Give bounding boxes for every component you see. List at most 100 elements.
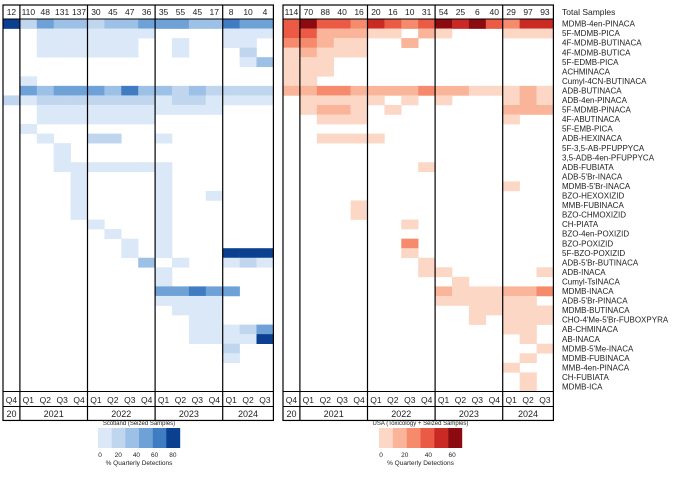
total-samples-value: 55 (176, 7, 186, 17)
heatmap-cell (36, 95, 54, 106)
heatmap-cell (155, 95, 173, 106)
total-samples-value: 131 (55, 7, 69, 17)
heatmap-cell (172, 19, 190, 29)
heatmap-cell (70, 181, 88, 192)
legend-swatch (111, 428, 126, 448)
heatmap-cell (138, 95, 156, 106)
heatmap-cell (502, 28, 520, 39)
quarter-label: Q4 (353, 395, 365, 405)
cells-layer (3, 19, 554, 392)
year-label: 2021 (324, 409, 344, 419)
heatmap-cell (53, 152, 71, 163)
heatmap-cell (299, 28, 318, 39)
total-samples-value: 110 (22, 7, 36, 17)
heatmap-cell (19, 124, 38, 134)
compound-label: 4F-MDMB-BUTICA (562, 48, 631, 57)
heatmap-cell (418, 19, 436, 29)
heatmap-cell (502, 315, 520, 325)
total-samples-value: 16 (388, 7, 398, 17)
heatmap-cell (104, 133, 122, 144)
quarter-label: Q4 (421, 395, 433, 405)
heatmap-cell (519, 315, 537, 325)
heatmap-cell (350, 95, 368, 106)
heatmap-cell (172, 47, 190, 58)
heatmap-cell (155, 85, 173, 96)
heatmap-cell (485, 85, 503, 96)
compound-label: CH-FUBIATA (562, 373, 609, 382)
legend-tick: 20 (401, 452, 409, 459)
heatmap-cell (384, 19, 402, 29)
heatmap-cell (70, 38, 88, 48)
quarter-label: Q2 (455, 395, 467, 405)
heatmap-cell (188, 305, 207, 316)
heatmap-cell (36, 38, 54, 48)
heatmap-cell (536, 95, 554, 106)
heatmap-cell (239, 95, 257, 106)
quarter-label: Q3 (472, 395, 484, 405)
heatmap-cell (350, 47, 368, 58)
heatmap-cell (19, 19, 38, 29)
year-label: 2022 (391, 409, 411, 419)
heatmap-cell (519, 19, 537, 29)
compound-label: AB-INACA (562, 335, 600, 344)
heatmap-cell (536, 305, 554, 316)
heatmap-cell (155, 200, 173, 211)
total-samples-value: 45 (108, 7, 118, 17)
heatmap-cell (222, 286, 240, 297)
compound-label: MMB-4en-PINACA (562, 363, 630, 372)
heatmap-cell (256, 334, 274, 344)
heatmap-cell (502, 19, 520, 29)
heatmap-cell (104, 38, 122, 48)
heatmap-cell (36, 114, 54, 125)
grid-layer (2, 4, 554, 422)
heatmap-cell (401, 219, 419, 230)
heatmap-cell (519, 28, 537, 39)
compound-label: MMB-FUBINACA (562, 201, 624, 210)
heatmap-cell (239, 28, 257, 39)
heatmap-cell (485, 286, 503, 297)
total-samples-value: 4 (263, 7, 268, 17)
total-samples-value: 35 (159, 7, 169, 17)
heatmap-cell (519, 286, 537, 297)
heatmap-cell (367, 95, 385, 106)
heatmap-cell (70, 162, 88, 173)
heatmap-cell (138, 104, 156, 115)
heatmap-cell (519, 305, 537, 316)
heatmap-cell (222, 353, 240, 364)
compound-label: 5F-MDMB-PICA (562, 29, 620, 38)
compound-label: MDMB-ICA (562, 383, 603, 392)
heatmap-cell (121, 85, 139, 96)
heatmap-cell (502, 95, 520, 106)
heatmap-cell (256, 57, 274, 68)
heatmap-cell (155, 162, 173, 173)
heatmap-cell (283, 28, 301, 39)
heatmap-cell (536, 28, 554, 39)
quarter-label: Q4 (73, 395, 85, 405)
heatmap-cell (205, 190, 223, 201)
heatmap-cell (36, 85, 54, 96)
heatmap-cell (205, 19, 223, 29)
heatmap-cell (104, 114, 122, 125)
heatmap-cell (53, 95, 71, 106)
quarter-label: Q2 (522, 395, 534, 405)
heatmap-cell (172, 257, 190, 268)
heatmap-cell (502, 85, 520, 96)
heatmap-cell (333, 133, 351, 144)
heatmap-cell (333, 114, 351, 125)
heatmap-cell (155, 19, 173, 29)
heatmap-cell (283, 38, 301, 48)
heatmap-cell (519, 295, 537, 306)
quarter-label: Q2 (175, 395, 187, 405)
total-samples-value: 31 (422, 7, 432, 17)
total-samples-value: 93 (540, 7, 550, 17)
total-samples-value: 114 (285, 7, 299, 17)
heatmap-cell (350, 133, 368, 144)
heatmap-cell (299, 95, 318, 106)
legend-tick: 60 (151, 452, 159, 459)
total-samples-value: 20 (371, 7, 381, 17)
heatmap-cell (333, 38, 351, 48)
heatmap-cell (222, 343, 240, 354)
heatmap-cell (138, 162, 156, 173)
heatmap-cell (19, 95, 38, 106)
heatmap-cell (53, 104, 71, 115)
